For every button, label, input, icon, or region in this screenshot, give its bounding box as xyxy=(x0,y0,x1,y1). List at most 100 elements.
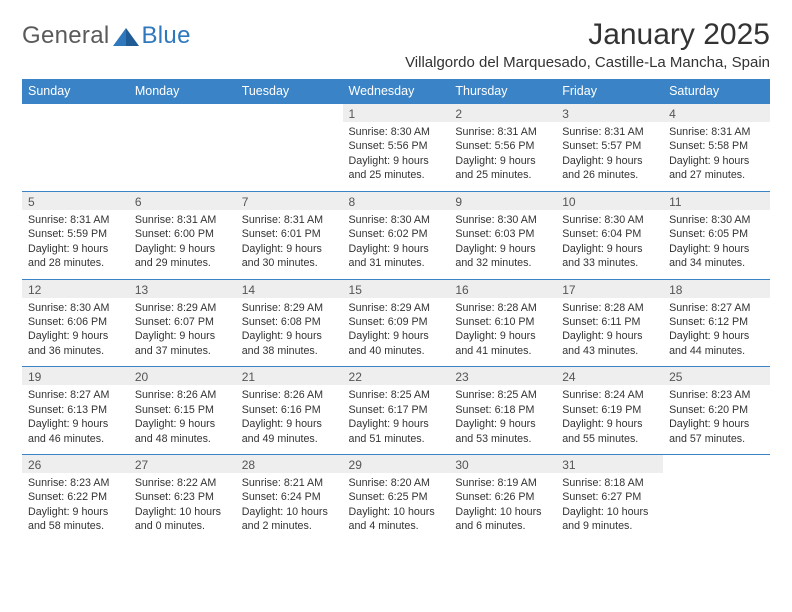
day-details-cell: Sunrise: 8:29 AMSunset: 6:07 PMDaylight:… xyxy=(129,298,236,367)
day-number: 16 xyxy=(449,280,556,298)
day-details-cell: Sunrise: 8:27 AMSunset: 6:12 PMDaylight:… xyxy=(663,298,770,367)
day-details-cell: Sunrise: 8:27 AMSunset: 6:13 PMDaylight:… xyxy=(22,385,129,454)
week-details-row: Sunrise: 8:30 AMSunset: 5:56 PMDaylight:… xyxy=(22,122,770,191)
day-details-cell: Sunrise: 8:30 AMSunset: 6:04 PMDaylight:… xyxy=(556,210,663,279)
day-number-cell: 22 xyxy=(343,367,450,386)
brand-logo: General Blue xyxy=(22,22,191,50)
day-details xyxy=(236,122,343,180)
day-details: Sunrise: 8:30 AMSunset: 6:04 PMDaylight:… xyxy=(556,210,663,279)
day-number: 15 xyxy=(343,280,450,298)
day-number: 21 xyxy=(236,367,343,385)
day-number-cell: 6 xyxy=(129,191,236,210)
day-number xyxy=(663,455,770,473)
day-details: Sunrise: 8:23 AMSunset: 6:22 PMDaylight:… xyxy=(22,473,129,542)
week-details-row: Sunrise: 8:31 AMSunset: 5:59 PMDaylight:… xyxy=(22,210,770,279)
day-details-cell xyxy=(663,473,770,542)
day-number-cell xyxy=(129,104,236,123)
day-number: 29 xyxy=(343,455,450,473)
weekday-header-row: Sunday Monday Tuesday Wednesday Thursday… xyxy=(22,79,770,104)
day-details: Sunrise: 8:30 AMSunset: 5:56 PMDaylight:… xyxy=(343,122,450,191)
day-details: Sunrise: 8:29 AMSunset: 6:09 PMDaylight:… xyxy=(343,298,450,367)
day-number-cell: 14 xyxy=(236,279,343,298)
day-number: 14 xyxy=(236,280,343,298)
day-details: Sunrise: 8:25 AMSunset: 6:17 PMDaylight:… xyxy=(343,385,450,454)
day-number-cell: 3 xyxy=(556,104,663,123)
weekday-wednesday: Wednesday xyxy=(343,79,450,104)
month-title: January 2025 xyxy=(405,18,770,52)
day-number-cell: 12 xyxy=(22,279,129,298)
day-number-cell: 17 xyxy=(556,279,663,298)
week-details-row: Sunrise: 8:27 AMSunset: 6:13 PMDaylight:… xyxy=(22,385,770,454)
day-number-cell: 24 xyxy=(556,367,663,386)
day-details-cell: Sunrise: 8:26 AMSunset: 6:16 PMDaylight:… xyxy=(236,385,343,454)
day-number-cell: 11 xyxy=(663,191,770,210)
day-details: Sunrise: 8:31 AMSunset: 5:58 PMDaylight:… xyxy=(663,122,770,191)
day-number: 26 xyxy=(22,455,129,473)
day-number: 9 xyxy=(449,192,556,210)
day-number-cell: 28 xyxy=(236,455,343,474)
day-number: 20 xyxy=(129,367,236,385)
day-details-cell: Sunrise: 8:25 AMSunset: 6:17 PMDaylight:… xyxy=(343,385,450,454)
day-details-cell: Sunrise: 8:20 AMSunset: 6:25 PMDaylight:… xyxy=(343,473,450,542)
day-number: 12 xyxy=(22,280,129,298)
day-details: Sunrise: 8:31 AMSunset: 6:01 PMDaylight:… xyxy=(236,210,343,279)
day-details-cell: Sunrise: 8:28 AMSunset: 6:11 PMDaylight:… xyxy=(556,298,663,367)
day-details-cell: Sunrise: 8:31 AMSunset: 5:59 PMDaylight:… xyxy=(22,210,129,279)
day-number-cell: 30 xyxy=(449,455,556,474)
day-number: 24 xyxy=(556,367,663,385)
weekday-monday: Monday xyxy=(129,79,236,104)
day-details-cell: Sunrise: 8:18 AMSunset: 6:27 PMDaylight:… xyxy=(556,473,663,542)
day-number: 13 xyxy=(129,280,236,298)
day-number-cell: 9 xyxy=(449,191,556,210)
day-number: 10 xyxy=(556,192,663,210)
day-number: 18 xyxy=(663,280,770,298)
calendar-page: General Blue January 2025 Villalgordo de… xyxy=(0,0,792,612)
day-details: Sunrise: 8:30 AMSunset: 6:02 PMDaylight:… xyxy=(343,210,450,279)
day-details: Sunrise: 8:29 AMSunset: 6:07 PMDaylight:… xyxy=(129,298,236,367)
day-number-cell: 26 xyxy=(22,455,129,474)
day-details-cell: Sunrise: 8:30 AMSunset: 6:02 PMDaylight:… xyxy=(343,210,450,279)
day-number: 19 xyxy=(22,367,129,385)
day-details: Sunrise: 8:28 AMSunset: 6:10 PMDaylight:… xyxy=(449,298,556,367)
day-details-cell: Sunrise: 8:30 AMSunset: 5:56 PMDaylight:… xyxy=(343,122,450,191)
page-header: General Blue January 2025 Villalgordo de… xyxy=(22,18,770,71)
day-details xyxy=(129,122,236,180)
day-number: 17 xyxy=(556,280,663,298)
day-number: 27 xyxy=(129,455,236,473)
day-number-cell: 27 xyxy=(129,455,236,474)
day-number-cell: 13 xyxy=(129,279,236,298)
day-details-cell: Sunrise: 8:29 AMSunset: 6:09 PMDaylight:… xyxy=(343,298,450,367)
day-details-cell: Sunrise: 8:25 AMSunset: 6:18 PMDaylight:… xyxy=(449,385,556,454)
day-number-cell: 25 xyxy=(663,367,770,386)
day-number xyxy=(236,104,343,122)
day-number-cell: 1 xyxy=(343,104,450,123)
day-number-cell: 18 xyxy=(663,279,770,298)
day-number: 23 xyxy=(449,367,556,385)
day-number: 30 xyxy=(449,455,556,473)
day-number: 4 xyxy=(663,104,770,122)
day-details: Sunrise: 8:22 AMSunset: 6:23 PMDaylight:… xyxy=(129,473,236,542)
day-number: 8 xyxy=(343,192,450,210)
day-number-cell: 8 xyxy=(343,191,450,210)
day-details xyxy=(663,473,770,531)
day-number-cell: 20 xyxy=(129,367,236,386)
day-details-cell: Sunrise: 8:24 AMSunset: 6:19 PMDaylight:… xyxy=(556,385,663,454)
day-number: 3 xyxy=(556,104,663,122)
day-details: Sunrise: 8:20 AMSunset: 6:25 PMDaylight:… xyxy=(343,473,450,542)
day-number: 28 xyxy=(236,455,343,473)
title-block: January 2025 Villalgordo del Marquesado,… xyxy=(405,18,770,71)
day-number-cell: 4 xyxy=(663,104,770,123)
location-subtitle: Villalgordo del Marquesado, Castille-La … xyxy=(405,54,770,71)
day-details-cell: Sunrise: 8:31 AMSunset: 5:56 PMDaylight:… xyxy=(449,122,556,191)
day-details: Sunrise: 8:25 AMSunset: 6:18 PMDaylight:… xyxy=(449,385,556,454)
day-details xyxy=(22,122,129,180)
day-details: Sunrise: 8:31 AMSunset: 5:56 PMDaylight:… xyxy=(449,122,556,191)
week-daynum-row: 262728293031 xyxy=(22,455,770,474)
day-number-cell: 15 xyxy=(343,279,450,298)
day-details: Sunrise: 8:30 AMSunset: 6:06 PMDaylight:… xyxy=(22,298,129,367)
day-details-cell: Sunrise: 8:19 AMSunset: 6:26 PMDaylight:… xyxy=(449,473,556,542)
day-details: Sunrise: 8:27 AMSunset: 6:13 PMDaylight:… xyxy=(22,385,129,454)
day-details: Sunrise: 8:19 AMSunset: 6:26 PMDaylight:… xyxy=(449,473,556,542)
day-details-cell: Sunrise: 8:23 AMSunset: 6:20 PMDaylight:… xyxy=(663,385,770,454)
day-number-cell: 31 xyxy=(556,455,663,474)
